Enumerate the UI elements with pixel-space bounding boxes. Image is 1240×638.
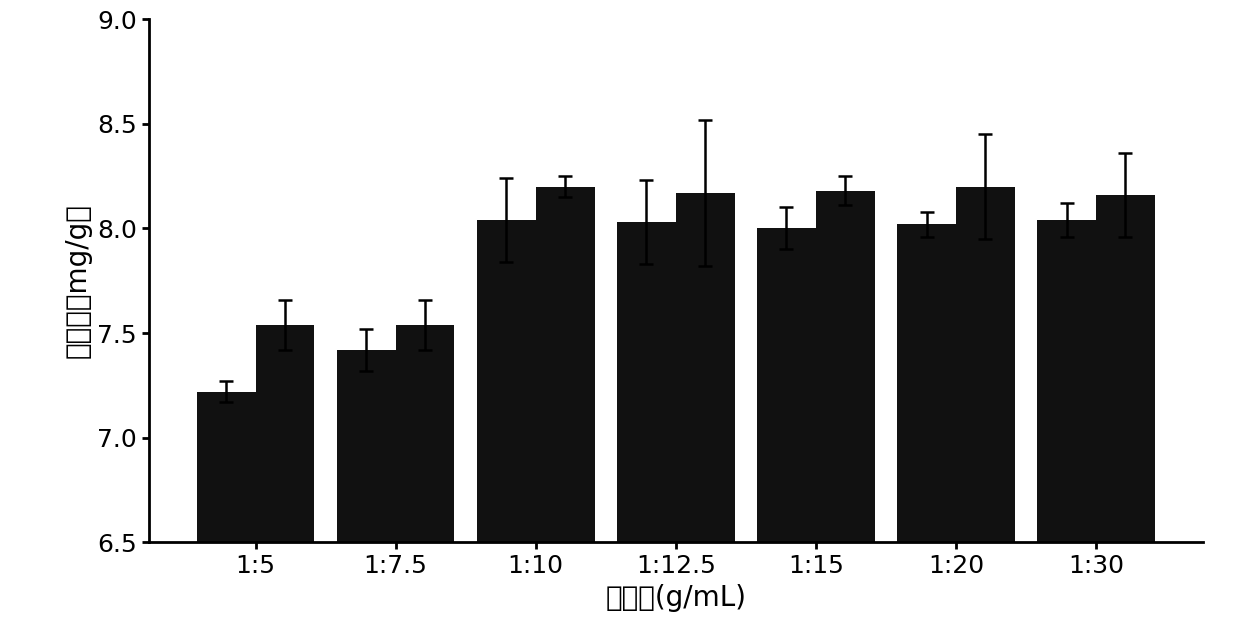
Bar <box>676 193 734 638</box>
Bar <box>197 392 255 638</box>
Bar <box>1096 195 1154 638</box>
Bar <box>1037 220 1096 638</box>
Bar <box>758 228 816 638</box>
Y-axis label: 提取率（mg/g）: 提取率（mg/g） <box>63 204 92 358</box>
Bar <box>396 325 455 638</box>
Bar <box>897 224 956 638</box>
Bar <box>477 220 536 638</box>
Bar <box>618 222 676 638</box>
Bar <box>536 186 594 638</box>
Bar <box>255 325 315 638</box>
Bar <box>956 186 1014 638</box>
Bar <box>816 191 874 638</box>
X-axis label: 料液比(g/mL): 料液比(g/mL) <box>605 584 746 612</box>
Bar <box>337 350 396 638</box>
